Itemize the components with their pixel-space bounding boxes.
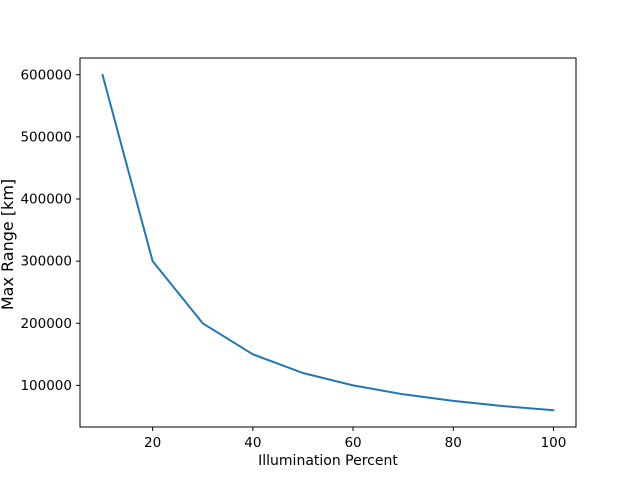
plot-border [79,57,577,428]
y-tick-label: 300000 [20,254,72,270]
y-tick-label: 100000 [20,378,72,394]
plot-area: 20 40 60 80 100 100000 200000 300000 400000 50000… [20,57,577,451]
x-tick-label: 100 [541,435,567,451]
y-tick-label: 400000 [20,192,72,208]
x-tick-label: 80 [445,435,462,451]
y-tick-label: 200000 [20,316,72,332]
x-tick-label: 20 [144,435,161,451]
x-tick-label: 60 [344,435,361,451]
y-tick-label: 600000 [20,67,72,83]
x-tick-label: 40 [244,435,261,451]
x-axis-label: Illumination Percent [258,453,398,469]
y-axis-label: Max Range [km] [0,179,17,310]
series-line-max_range [101,73,555,412]
y-tick-label: 500000 [20,129,72,145]
